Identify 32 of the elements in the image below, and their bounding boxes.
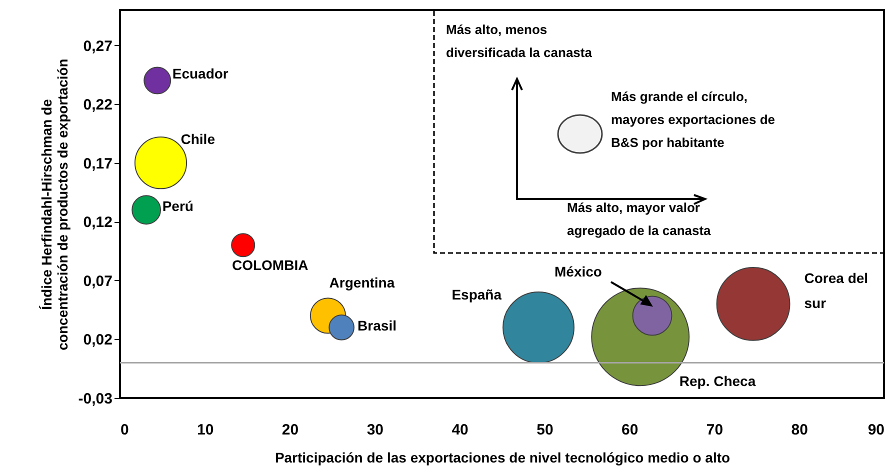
x-tick-label: 70 <box>706 422 724 438</box>
x-tick-label: 20 <box>282 422 299 438</box>
y-tick-label: 0,02 <box>83 332 112 349</box>
y-tick-label: 0,17 <box>83 155 112 172</box>
series-label: Brasil <box>358 317 396 334</box>
series-label: Ecuador <box>172 66 229 82</box>
x-tick-label: 90 <box>868 422 884 438</box>
series-label: Perú <box>162 198 194 214</box>
annotation: Más alto, mayor valor agregado de la canasta <box>567 200 712 238</box>
y-tick-label: 0,22 <box>83 96 112 114</box>
series-label: Chile <box>180 130 216 147</box>
series-label: Argentina <box>329 274 395 291</box>
x-tick-label: 60 <box>621 422 638 438</box>
x-tick-label: 30 <box>366 422 384 438</box>
annotation: Más alto, menos diversificada la canasta <box>446 22 593 60</box>
x-axis-title: Participación de las exportaciones de nivel tecnológico medio o alto <box>274 450 730 466</box>
series-label: España <box>452 286 502 302</box>
x-tick-label: 0 <box>120 422 129 438</box>
x-tick-label: 50 <box>536 422 554 438</box>
series-label: COLOMBIA <box>232 257 308 274</box>
y-tick-label: -0,03 <box>78 390 112 408</box>
text: México <box>554 264 602 280</box>
y-axis-title: Índice Herfindahl-Hirschman de concentración de productos de exportación <box>38 58 70 350</box>
series-label: Rep. Checa <box>679 372 756 389</box>
x-tick-label: 80 <box>791 422 808 438</box>
y-tick-label: 0,27 <box>83 38 112 55</box>
y-tick-label: 0,12 <box>83 214 112 232</box>
y-tick-label: 0,07 <box>83 272 112 290</box>
x-tick-label: 10 <box>197 422 214 438</box>
annotation: Más grande el círculo, mayores exportaciones de B&S por habitante <box>611 89 776 150</box>
series-label: Corea del sur <box>804 270 868 311</box>
x-tick-label: 40 <box>452 422 468 438</box>
